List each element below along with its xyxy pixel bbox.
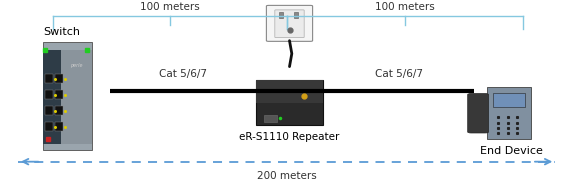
FancyBboxPatch shape xyxy=(275,10,304,38)
Text: Switch: Switch xyxy=(43,27,80,37)
Text: 100 meters: 100 meters xyxy=(140,2,200,12)
FancyBboxPatch shape xyxy=(46,74,53,83)
FancyBboxPatch shape xyxy=(55,74,63,83)
FancyBboxPatch shape xyxy=(493,93,525,107)
FancyBboxPatch shape xyxy=(55,90,63,99)
FancyBboxPatch shape xyxy=(46,122,53,131)
FancyBboxPatch shape xyxy=(468,94,489,133)
FancyBboxPatch shape xyxy=(264,115,277,122)
Text: Cat 5/6/7: Cat 5/6/7 xyxy=(375,69,423,79)
FancyBboxPatch shape xyxy=(488,87,530,139)
FancyBboxPatch shape xyxy=(266,5,313,41)
FancyBboxPatch shape xyxy=(46,90,53,99)
FancyBboxPatch shape xyxy=(46,106,53,115)
FancyBboxPatch shape xyxy=(294,12,298,18)
FancyBboxPatch shape xyxy=(256,80,323,103)
Text: eR-S1110 Repeater: eR-S1110 Repeater xyxy=(239,132,340,142)
FancyBboxPatch shape xyxy=(61,50,91,144)
FancyBboxPatch shape xyxy=(43,42,91,150)
FancyBboxPatch shape xyxy=(256,80,323,125)
Text: 100 meters: 100 meters xyxy=(375,2,435,12)
Text: End Device: End Device xyxy=(481,146,543,156)
Text: 200 meters: 200 meters xyxy=(256,171,317,181)
Text: Cat 5/6/7: Cat 5/6/7 xyxy=(159,69,207,79)
FancyBboxPatch shape xyxy=(43,50,61,144)
FancyBboxPatch shape xyxy=(279,12,283,18)
FancyBboxPatch shape xyxy=(55,106,63,115)
Text: perle: perle xyxy=(70,64,83,68)
FancyBboxPatch shape xyxy=(55,122,63,131)
